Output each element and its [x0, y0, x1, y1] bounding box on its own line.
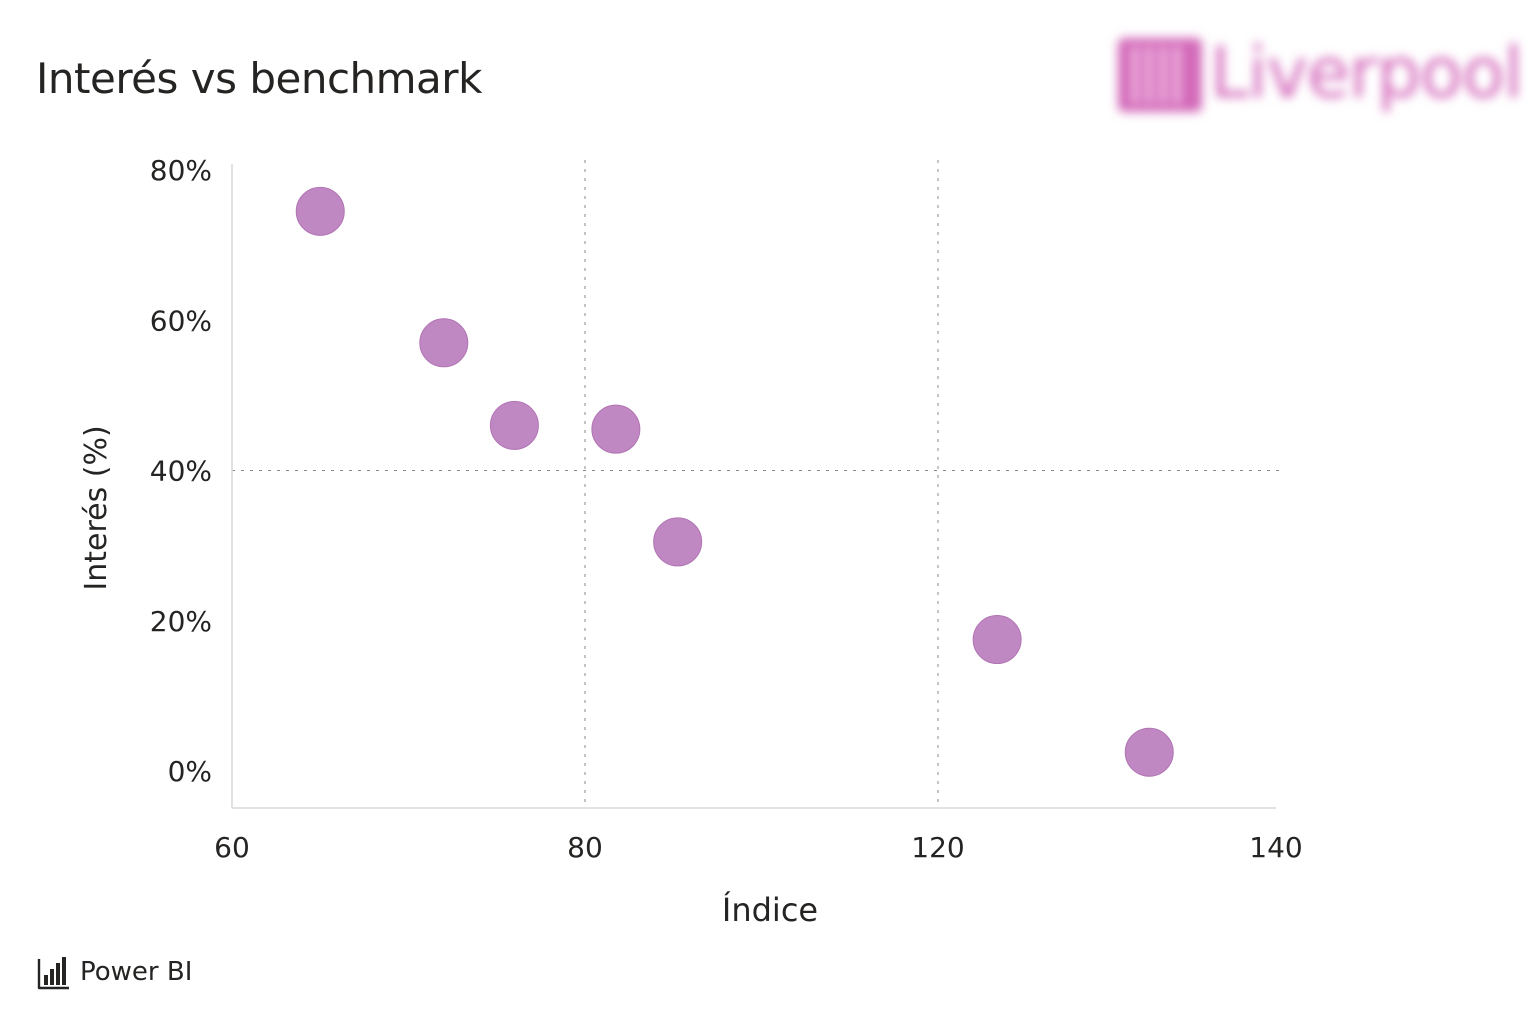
data-point	[295, 186, 345, 236]
x-tick-label: 120	[911, 831, 964, 864]
data-point	[653, 517, 703, 567]
x-tick-label: 80	[567, 831, 603, 864]
data-point	[489, 400, 539, 450]
power-bi-label: Power BI	[80, 957, 193, 987]
brand-logo-mark	[1118, 38, 1202, 112]
power-bi-icon	[37, 957, 69, 990]
x-tick-label: 140	[1249, 831, 1302, 864]
y-tick-label: 60%	[150, 304, 212, 337]
x-tick-label: 60	[214, 831, 250, 864]
data-point	[419, 318, 469, 368]
x-axis-title: Índice	[722, 891, 818, 929]
power-bi-footer[interactable]: Power BI	[36, 952, 192, 992]
brand-logo-wordmark: Liverpool	[1210, 32, 1523, 114]
y-axis-title: Interés (%)	[79, 425, 114, 590]
brand-logo: Liverpool	[1112, 30, 1523, 122]
page-title: Interés vs benchmark	[36, 54, 482, 103]
y-tick-label: 0%	[168, 755, 212, 788]
chart-axes	[231, 164, 1276, 809]
data-point	[972, 615, 1022, 665]
y-tick-label: 40%	[150, 455, 212, 488]
y-tick-label: 20%	[150, 605, 212, 638]
x-tick-labels: 60 80 120 140	[214, 831, 1303, 864]
y-tick-label: 80%	[150, 154, 212, 187]
y-tick-labels: 0% 20% 40% 60% 80%	[150, 154, 212, 788]
data-point	[591, 404, 641, 454]
data-point	[1124, 727, 1174, 777]
reference-lines	[232, 160, 1280, 808]
data-points	[295, 186, 1174, 777]
